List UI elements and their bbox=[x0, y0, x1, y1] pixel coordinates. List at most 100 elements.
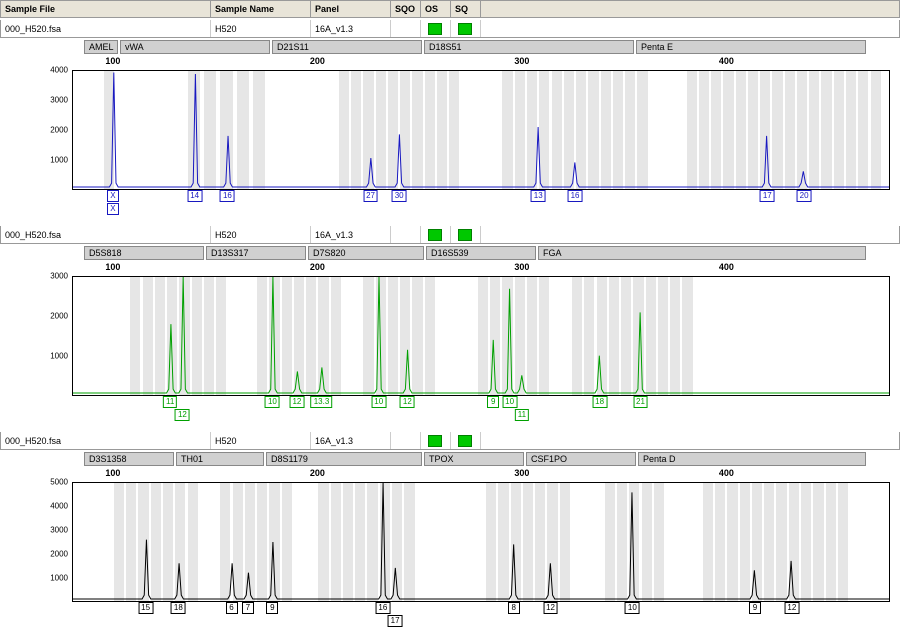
locus-label[interactable]: TPOX bbox=[424, 452, 524, 466]
sample-info-row: 000_H520.fsaH52016A_v1.3 bbox=[0, 226, 900, 244]
y-tick-label: 1000 bbox=[50, 574, 68, 583]
sq-indicator bbox=[451, 20, 481, 37]
locus-label[interactable]: D8S1179 bbox=[266, 452, 422, 466]
allele-call-row: 1518679161781210912 bbox=[72, 602, 890, 630]
os-indicator bbox=[421, 432, 451, 449]
sample-info-row: 000_H520.fsaH52016A_v1.3 bbox=[0, 20, 900, 38]
peak-trace bbox=[73, 71, 889, 189]
allele-call[interactable]: 13.3 bbox=[311, 396, 333, 408]
sqo-indicator bbox=[391, 226, 421, 243]
sample-name: H520 bbox=[211, 226, 311, 243]
locus-row: AMELvWAD21S11D18S51Penta E bbox=[72, 40, 900, 56]
locus-label[interactable]: Penta E bbox=[636, 40, 866, 54]
locus-label[interactable]: Penta D bbox=[638, 452, 866, 466]
col-sqo: SQO bbox=[391, 1, 421, 17]
allele-call[interactable]: 9 bbox=[266, 602, 278, 614]
sample-info-row: 000_H520.fsaH52016A_v1.3 bbox=[0, 432, 900, 450]
allele-call[interactable]: 11 bbox=[163, 396, 177, 408]
allele-call[interactable]: 12 bbox=[543, 602, 558, 614]
allele-call[interactable]: 7 bbox=[242, 602, 254, 614]
allele-call[interactable]: 13 bbox=[531, 190, 546, 202]
allele-call[interactable]: 8 bbox=[508, 602, 520, 614]
table-header: Sample File Sample Name Panel SQO OS SQ bbox=[0, 0, 900, 18]
locus-label[interactable]: D21S11 bbox=[272, 40, 422, 54]
panel-name: 16A_v1.3 bbox=[311, 226, 391, 243]
allele-call[interactable]: 27 bbox=[363, 190, 378, 202]
sample-name: H520 bbox=[211, 432, 311, 449]
x-tick-label: 100 bbox=[105, 262, 120, 272]
x-axis: 100200300400 bbox=[72, 56, 890, 70]
chart-plot-area[interactable] bbox=[72, 276, 890, 396]
col-sq: SQ bbox=[451, 1, 481, 17]
y-tick-label: 3000 bbox=[50, 526, 68, 535]
col-sample-file: Sample File bbox=[1, 1, 211, 17]
allele-call[interactable]: 15 bbox=[138, 602, 153, 614]
y-tick-label: 2000 bbox=[50, 550, 68, 559]
allele-call[interactable]: 18 bbox=[171, 602, 186, 614]
allele-call[interactable]: 12 bbox=[289, 396, 304, 408]
allele-call-row: XX 14 16 27 30 13 16 17 20 bbox=[72, 190, 890, 218]
locus-label[interactable]: AMEL bbox=[84, 40, 118, 54]
allele-call[interactable]: 17 bbox=[388, 615, 403, 627]
electropherogram-panel: 000_H520.fsaH52016A_v1.3 AMELvWAD21S11D18… bbox=[0, 20, 900, 218]
allele-call[interactable]: 12 bbox=[784, 602, 799, 614]
allele-call[interactable]: 30 bbox=[392, 190, 407, 202]
allele-call[interactable]: 10 bbox=[371, 396, 386, 408]
allele-call[interactable]: 14 bbox=[187, 190, 202, 202]
locus-label[interactable]: D16S539 bbox=[426, 246, 536, 260]
peak-trace bbox=[73, 277, 889, 395]
sample-file: 000_H520.fsa bbox=[1, 226, 211, 243]
allele-call[interactable]: X bbox=[107, 203, 119, 215]
allele-call[interactable]: 11 bbox=[515, 409, 529, 421]
allele-call[interactable]: 12 bbox=[400, 396, 415, 408]
y-tick-label: 4000 bbox=[50, 66, 68, 75]
locus-label[interactable]: vWA bbox=[120, 40, 270, 54]
locus-label[interactable]: FGA bbox=[538, 246, 866, 260]
col-os: OS bbox=[421, 1, 451, 17]
y-tick-label: 1000 bbox=[50, 156, 68, 165]
allele-call[interactable]: 12 bbox=[175, 409, 190, 421]
allele-call[interactable]: 9 bbox=[749, 602, 761, 614]
chart-plot-area[interactable] bbox=[72, 482, 890, 602]
locus-label[interactable]: D18S51 bbox=[424, 40, 634, 54]
allele-call[interactable]: 16 bbox=[375, 602, 390, 614]
locus-label[interactable]: CSF1PO bbox=[526, 452, 636, 466]
panel-name: 16A_v1.3 bbox=[311, 20, 391, 37]
x-tick-label: 400 bbox=[719, 468, 734, 478]
x-tick-label: 100 bbox=[105, 468, 120, 478]
peak-trace bbox=[73, 483, 889, 601]
y-tick-label: 3000 bbox=[50, 272, 68, 281]
allele-call[interactable]: 16 bbox=[220, 190, 235, 202]
allele-call[interactable]: 10 bbox=[502, 396, 517, 408]
sq-indicator bbox=[451, 226, 481, 243]
sample-file: 000_H520.fsa bbox=[1, 432, 211, 449]
allele-call[interactable]: 18 bbox=[592, 396, 607, 408]
locus-label[interactable]: D3S1358 bbox=[84, 452, 174, 466]
allele-call[interactable]: 20 bbox=[797, 190, 812, 202]
y-tick-label: 2000 bbox=[50, 126, 68, 135]
chart-plot-area[interactable] bbox=[72, 70, 890, 190]
allele-call[interactable]: X bbox=[107, 190, 119, 202]
os-indicator bbox=[421, 20, 451, 37]
panel-name: 16A_v1.3 bbox=[311, 432, 391, 449]
locus-label[interactable]: D7S820 bbox=[308, 246, 424, 260]
allele-call[interactable]: 10 bbox=[625, 602, 640, 614]
allele-call[interactable]: 21 bbox=[633, 396, 648, 408]
allele-call[interactable]: 6 bbox=[226, 602, 238, 614]
locus-label[interactable]: D5S818 bbox=[84, 246, 204, 260]
x-axis: 100200300400 bbox=[72, 468, 890, 482]
x-tick-label: 200 bbox=[310, 56, 325, 66]
allele-call[interactable]: 16 bbox=[568, 190, 583, 202]
col-panel: Panel bbox=[311, 1, 391, 17]
y-axis: 10002000300040005000 bbox=[36, 482, 70, 602]
locus-label[interactable]: D13S317 bbox=[206, 246, 306, 260]
locus-row: D3S1358TH01D8S1179TPOXCSF1POPenta D bbox=[72, 452, 900, 468]
x-tick-label: 300 bbox=[514, 56, 529, 66]
allele-call[interactable]: 10 bbox=[265, 396, 280, 408]
y-tick-label: 5000 bbox=[50, 478, 68, 487]
electropherogram-panel: 000_H520.fsaH52016A_v1.3 D3S1358TH01D8S11… bbox=[0, 432, 900, 630]
allele-call[interactable]: 17 bbox=[760, 190, 775, 202]
locus-label[interactable]: TH01 bbox=[176, 452, 264, 466]
allele-call[interactable]: 9 bbox=[487, 396, 499, 408]
sqo-indicator bbox=[391, 432, 421, 449]
